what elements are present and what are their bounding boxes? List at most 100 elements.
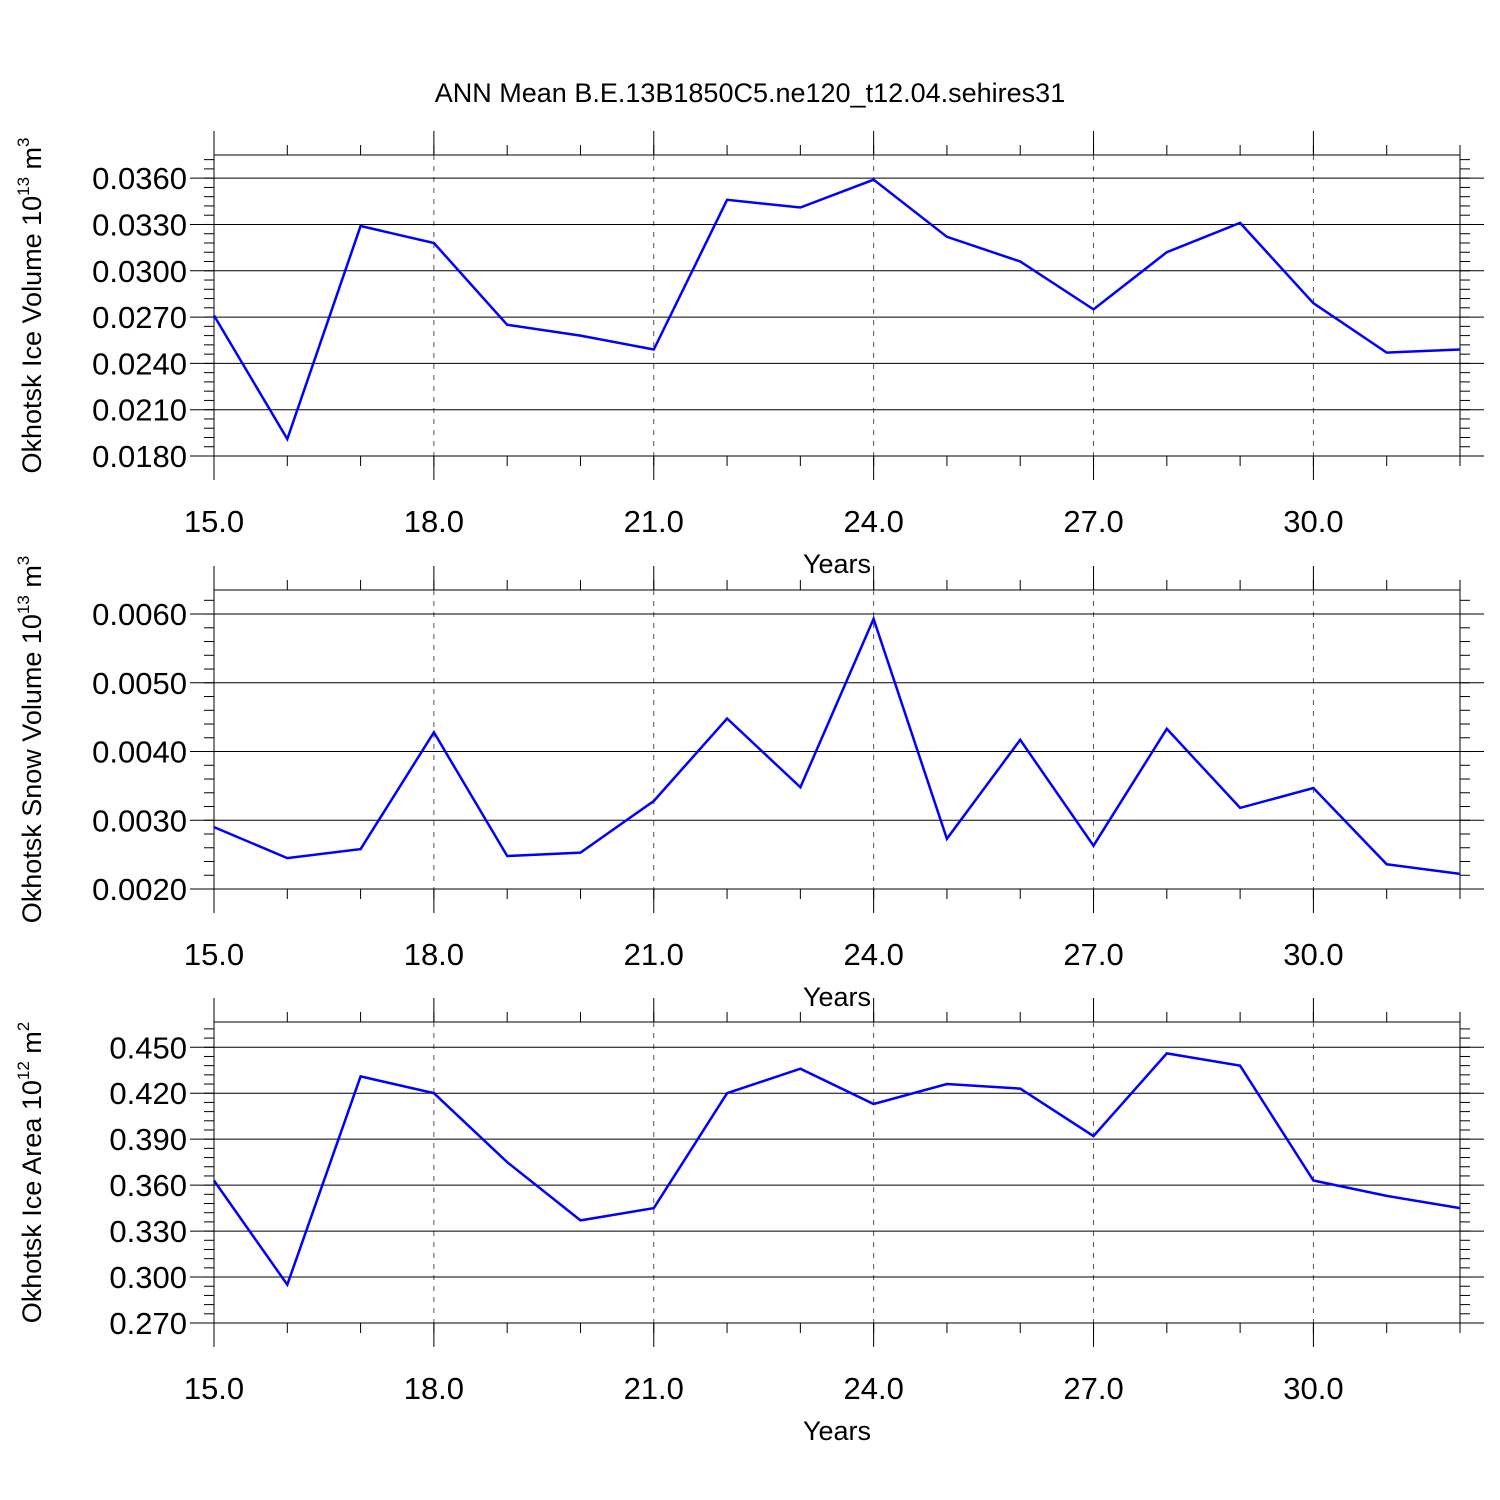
y-tick-label: 0.360 [109, 1168, 187, 1203]
data-point [1458, 347, 1462, 351]
data-point [1238, 221, 1242, 225]
y-axis-label-part: m [17, 1031, 47, 1061]
y-tick-label: 0.0300 [92, 254, 187, 289]
x-tick-label: 24.0 [843, 504, 903, 539]
x-tick-label: 27.0 [1063, 937, 1123, 972]
chart-panel-1: 0.0180 0.0210 0.0240 0.0270 0.0300 0.0330 0.03… [14, 131, 1484, 579]
data-point [798, 785, 802, 789]
data-point [1311, 1179, 1315, 1183]
data-point [872, 1102, 876, 1106]
data-point [725, 198, 729, 202]
y-axis-label-part: Okhotsk Ice Area 10 [17, 1080, 47, 1323]
data-point [798, 205, 802, 209]
data-point [359, 1074, 363, 1078]
data-point [945, 1082, 949, 1086]
x-tick-label: 21.0 [624, 504, 684, 539]
y-tick-label: 0.0270 [92, 300, 187, 335]
data-point [1385, 351, 1389, 355]
data-point [945, 235, 949, 239]
y-tick-label: 0.0210 [92, 393, 187, 428]
data-point [1311, 786, 1315, 790]
data-point [285, 856, 289, 860]
data-point [798, 1067, 802, 1071]
y-tick-label: 0.450 [109, 1030, 187, 1065]
x-tick-label: 18.0 [404, 937, 464, 972]
y-tick-label: 0.0040 [92, 735, 187, 770]
data-point [1092, 1134, 1096, 1138]
x-axis-label: Years [803, 1416, 871, 1446]
y-tick-label: 0.0020 [92, 872, 187, 907]
data-point [1165, 727, 1169, 731]
data-point [212, 825, 216, 829]
y-axis-label: Okhotsk Snow Volume 1013 m3 [14, 556, 47, 924]
chart-panel-2: 0.0020 0.0030 0.0040 0.0050 0.0060 15.0 18.0 21… [14, 556, 1484, 1012]
data-point [1238, 806, 1242, 810]
y-tick-label: 0.0180 [92, 439, 187, 474]
series-line [213, 615, 1461, 876]
x-tick-label: 24.0 [843, 1371, 903, 1406]
y-axis-label-part: 12 [14, 1061, 33, 1080]
x-tick-label: 30.0 [1283, 504, 1343, 539]
data-point [1165, 250, 1169, 254]
data-point [1018, 260, 1022, 264]
y-axis-label: Okhotsk Ice Volume 1013 m3 [14, 137, 47, 473]
data-point [432, 1091, 436, 1095]
data-point [578, 334, 582, 338]
y-tick-label: 0.0360 [92, 161, 187, 196]
figure-title: ANN Mean B.E.13B1850C5.ne120_t12.04.sehi… [434, 78, 1066, 108]
plot-frame [213, 1021, 1461, 1324]
data-point [359, 847, 363, 851]
x-tick-label: 21.0 [624, 937, 684, 972]
data-point [872, 178, 876, 182]
data-point [1092, 307, 1096, 311]
y-axis-label-part: 2 [14, 1022, 33, 1031]
data-point [212, 314, 216, 318]
data-point [1458, 872, 1462, 876]
data-point [432, 241, 436, 245]
x-tick-label: 30.0 [1283, 937, 1343, 972]
y-axis-label-part: m [17, 565, 47, 595]
x-tick-label: 15.0 [184, 1371, 244, 1406]
x-tick-label: 15.0 [184, 504, 244, 539]
data-point [432, 730, 436, 734]
data-point [872, 617, 876, 621]
y-tick-label: 0.0060 [92, 597, 187, 632]
data-point [578, 1218, 582, 1222]
series-line [212, 178, 1461, 442]
data-point [652, 799, 656, 803]
x-tick-label: 18.0 [404, 504, 464, 539]
y-axis-label-part: 13 [14, 177, 33, 196]
y-tick-label: 0.300 [109, 1260, 187, 1295]
y-tick-label: 0.330 [109, 1214, 187, 1249]
plot-frame [213, 154, 1461, 457]
x-tick-label: 15.0 [184, 937, 244, 972]
y-tick-label: 0.420 [109, 1076, 187, 1111]
y-axis-label-part: 3 [14, 137, 33, 146]
data-point [652, 1206, 656, 1210]
y-axis-label-part: 3 [14, 556, 33, 565]
data-point [285, 1283, 289, 1287]
y-tick-label: 0.270 [109, 1306, 187, 1341]
plot-frame [213, 589, 1461, 890]
x-tick-label: 30.0 [1283, 1371, 1343, 1406]
data-point [1385, 862, 1389, 866]
data-point [1018, 1087, 1022, 1091]
chart-panel-3: 0.270 0.300 0.330 0.360 0.390 0.420 0.450 15.0 1… [14, 998, 1484, 1446]
data-point [505, 323, 509, 327]
x-axis-label: Years [803, 982, 871, 1012]
data-point [725, 1091, 729, 1095]
x-tick-label: 18.0 [404, 1371, 464, 1406]
data-point [578, 851, 582, 855]
y-axis-label-part: Okhotsk Snow Volume 10 [17, 614, 47, 923]
data-point [1238, 1064, 1242, 1068]
data-point [1311, 301, 1315, 305]
data-point [505, 854, 509, 858]
y-tick-label: 0.0030 [92, 803, 187, 838]
y-axis-label-part: m [17, 147, 47, 177]
data-point [1092, 844, 1096, 848]
x-axis-label: Years [803, 549, 871, 579]
series-line [212, 1052, 1461, 1288]
data-point [212, 1179, 216, 1183]
x-tick-label: 24.0 [843, 937, 903, 972]
